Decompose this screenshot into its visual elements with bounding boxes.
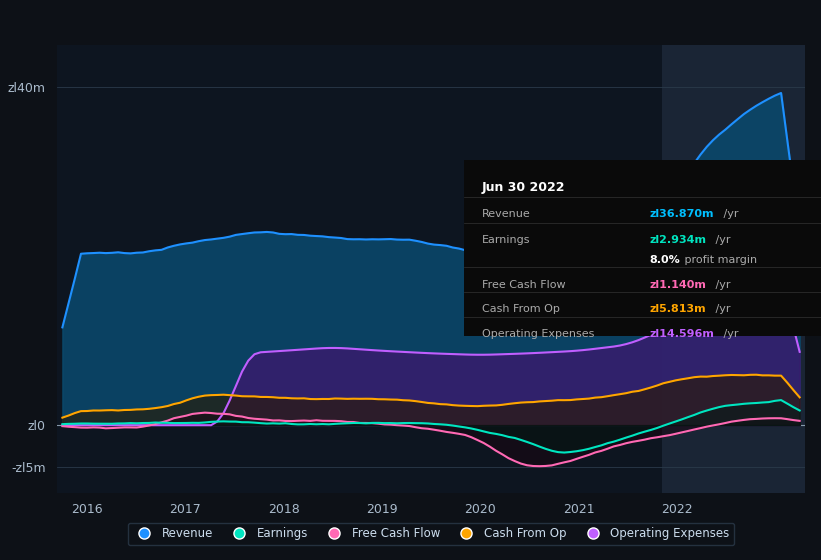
Text: Revenue: Revenue (482, 209, 530, 219)
Bar (662, 45, 805, 493)
Text: /yr: /yr (720, 329, 739, 339)
Text: Free Cash Flow: Free Cash Flow (482, 279, 566, 290)
Text: /yr: /yr (720, 209, 739, 219)
Text: /yr: /yr (713, 279, 731, 290)
Text: zl36.870m: zl36.870m (649, 209, 714, 219)
Text: profit margin: profit margin (681, 255, 757, 265)
Text: Earnings: Earnings (482, 235, 530, 245)
Text: zl1.140m: zl1.140m (649, 279, 706, 290)
Text: /yr: /yr (713, 304, 731, 314)
Text: 8.0%: 8.0% (649, 255, 681, 265)
Text: /yr: /yr (713, 235, 731, 245)
Text: Operating Expenses: Operating Expenses (482, 329, 594, 339)
Text: zl14.596m: zl14.596m (649, 329, 714, 339)
Text: Jun 30 2022: Jun 30 2022 (482, 181, 565, 194)
Legend: Revenue, Earnings, Free Cash Flow, Cash From Op, Operating Expenses: Revenue, Earnings, Free Cash Flow, Cash … (128, 522, 734, 545)
Text: Cash From Op: Cash From Op (482, 304, 560, 314)
Text: zl2.934m: zl2.934m (649, 235, 707, 245)
Text: zl5.813m: zl5.813m (649, 304, 706, 314)
